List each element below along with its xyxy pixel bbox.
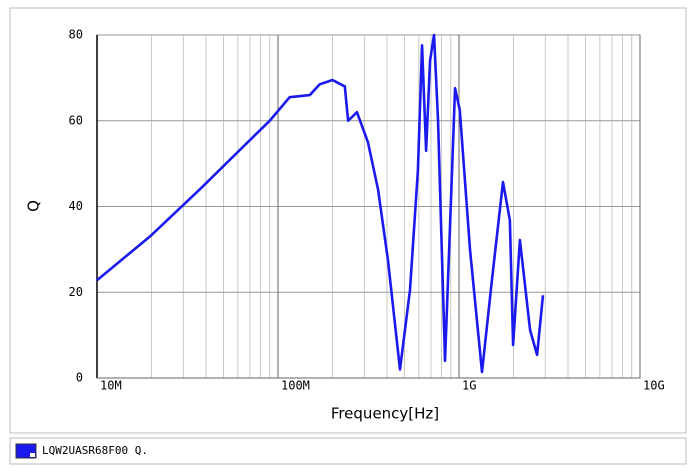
y-axis-title: Q (25, 200, 43, 212)
y-tick-label: 0 (76, 371, 83, 385)
y-tick-label: 20 (69, 285, 83, 299)
legend-swatch-corner (30, 453, 35, 457)
x-tick-label: 10M (100, 379, 122, 393)
y-tick-label: 80 (69, 28, 83, 42)
legend-frame (9, 437, 687, 465)
y-tick-label: 60 (69, 113, 83, 127)
x-axis-title: Frequency[Hz] (331, 405, 439, 423)
x-tick-label: 100M (281, 379, 310, 393)
y-tick-label: 40 (69, 199, 83, 213)
x-tick-label: 10G (643, 379, 665, 393)
legend-label: LQW2UASR68F00 Q. (42, 444, 148, 457)
data-line (96, 33, 545, 374)
x-tick-label: 1G (462, 379, 476, 393)
